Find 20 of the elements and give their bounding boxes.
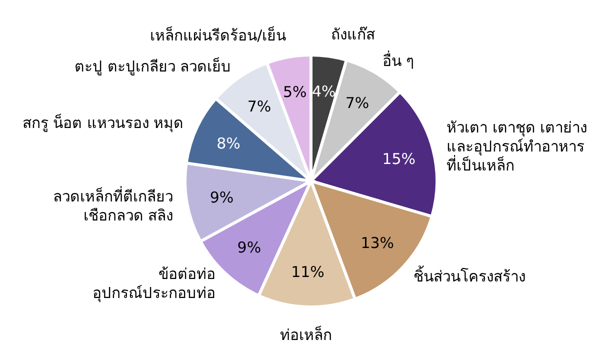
data-label: 7%: [247, 98, 272, 116]
slice-label: ชิ้นส่วนโครงสร้าง: [413, 266, 526, 286]
slice-label: ถังแก๊ส: [330, 26, 375, 44]
slice-label: สกรู น็อต แหวนรอง หมุด: [22, 113, 184, 134]
data-label: 15%: [382, 150, 416, 168]
data-label: 11%: [291, 262, 324, 281]
slice-label: อื่น ๆ: [382, 50, 414, 70]
data-label: 9%: [237, 238, 262, 257]
data-label: 8%: [216, 134, 240, 153]
slice-label: ตะปู ตะปูเกลียว ลวดเย็บ: [74, 56, 232, 76]
data-label: 4%: [312, 82, 336, 100]
slice-label: ลวดเหล็กที่ตีเกลียว เชือกลวด สลิง: [53, 186, 174, 225]
data-label: 7%: [345, 94, 370, 112]
slice-label: ข้อต่อท่อ อุปกรณ์ประกอบท่อ: [92, 265, 216, 304]
slice-label: เหล็กแผ่นรีดร้อน/เย็น: [150, 25, 286, 44]
slice-label: ท่อเหล็ก: [280, 325, 332, 344]
data-label: 5%: [282, 82, 307, 101]
data-label: 9%: [210, 188, 234, 206]
slice-label: หัวเตา เตาชุด เตาย่าง และอุปกรณ์ทำอาหาร ที่เป็นเหล็ก: [446, 118, 588, 175]
data-label: 13%: [360, 234, 394, 252]
